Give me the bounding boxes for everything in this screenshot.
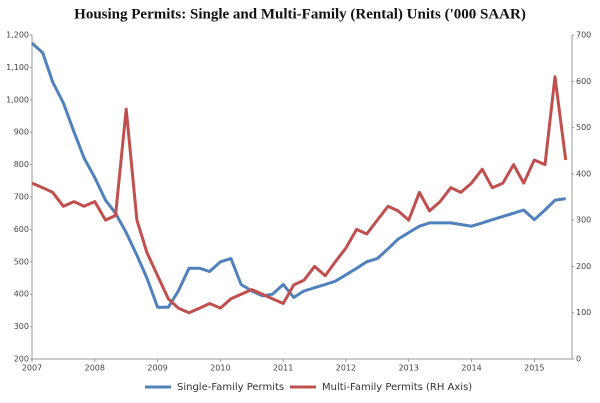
y2-tick-label: 500 [576,123,591,132]
y-tick-label: 400 [14,290,29,299]
y-tick-label: 500 [14,257,29,266]
y2-tick-label: 700 [576,31,591,40]
x-tick-label: 2011 [273,364,293,373]
x-tick-label: 2012 [336,364,356,373]
x-tick-label: 2007 [22,364,42,373]
x-tick-label: 2009 [147,364,167,373]
y2-tick-label: 100 [576,308,591,317]
y-tick-label: 1,000 [6,95,29,104]
series-line [31,75,568,315]
y-tick-label: 1,200 [6,31,29,40]
y-tick-label: 200 [14,355,29,364]
y-tick-label: 1,100 [6,63,29,72]
x-tick-label: 2010 [210,364,230,373]
x-tick-label: 2008 [85,364,105,373]
y2-tick-label: 600 [576,77,591,86]
x-tick-label: 2015 [524,364,544,373]
y2-tick-label: 300 [576,216,591,225]
x-tick-label: 2013 [399,364,419,373]
y-tick-label: 800 [14,160,29,169]
chart-title: Housing Permits: Single and Multi-Family… [74,6,526,22]
legend-label: Single-Family Permits [177,382,284,393]
legend-label: Multi-Family Permits (RH Axis) [322,382,472,393]
y2-tick-label: 400 [576,169,591,178]
y-tick-label: 300 [14,322,29,331]
y-tick-label: 700 [14,193,29,202]
y2-tick-label: 200 [576,262,591,271]
y-tick-label: 900 [14,128,29,137]
series-line [30,41,566,309]
x-tick-label: 2014 [461,364,481,373]
y2-tick-label: 0 [576,355,581,364]
y-tick-label: 600 [14,225,29,234]
